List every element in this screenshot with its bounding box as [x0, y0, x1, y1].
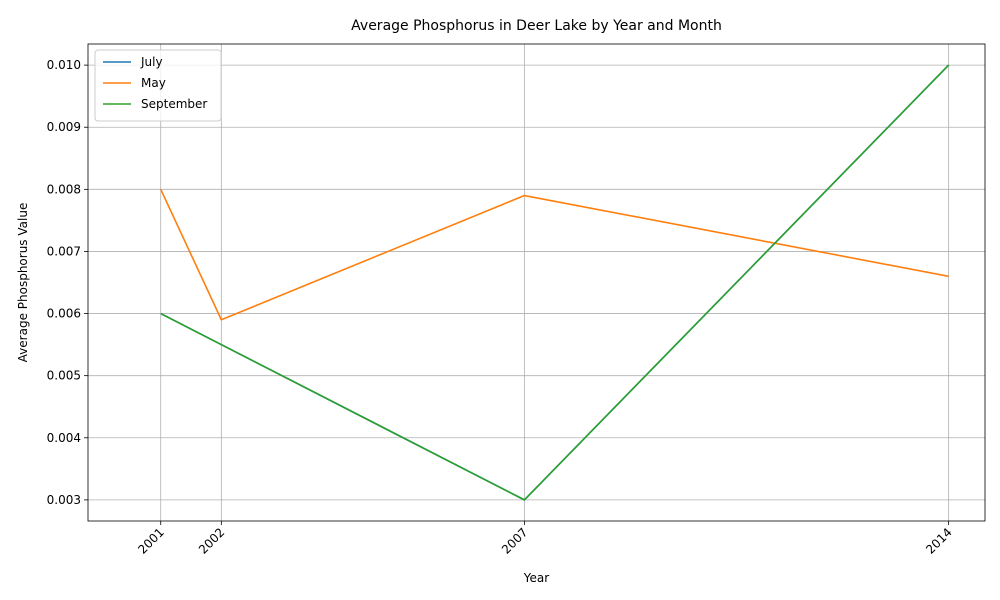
y-axis-ticks: 0.003 0.004 0.005 0.006 0.007 0.008 0.009 0.010 [47, 58, 88, 507]
grid-lines [88, 44, 985, 521]
y-tick-label: 0.005 [47, 369, 81, 383]
x-axis-label: Year [523, 571, 549, 585]
y-tick-label: 0.006 [47, 307, 81, 321]
y-axis-label: Average Phosphorus Value [16, 203, 30, 363]
series-lines [160, 64, 950, 501]
x-axis-ticks: 2001 2002 2007 2014 [135, 521, 955, 557]
y-tick-label: 0.004 [47, 431, 81, 445]
y-tick-label: 0.003 [47, 493, 81, 507]
x-tick-label: 2002 [196, 525, 227, 556]
legend: July May September [94, 49, 222, 122]
legend-label: July [140, 55, 163, 69]
y-tick-label: 0.009 [47, 120, 81, 134]
series-line-july [160, 64, 950, 501]
x-tick-label: 2014 [923, 525, 954, 556]
y-tick-label: 0.008 [47, 182, 81, 196]
x-tick-label: 2007 [499, 525, 530, 556]
plot-area-frame [87, 43, 986, 522]
chart-title: Average Phosphorus in Deer Lake by Year … [351, 18, 722, 34]
y-tick-label: 0.010 [47, 58, 81, 72]
legend-label: May [141, 76, 166, 90]
series-line-may [160, 189, 949, 321]
series-line-september [160, 64, 950, 501]
legend-label: September [141, 97, 207, 111]
y-tick-label: 0.007 [47, 244, 81, 258]
x-tick-label: 2001 [135, 525, 166, 556]
